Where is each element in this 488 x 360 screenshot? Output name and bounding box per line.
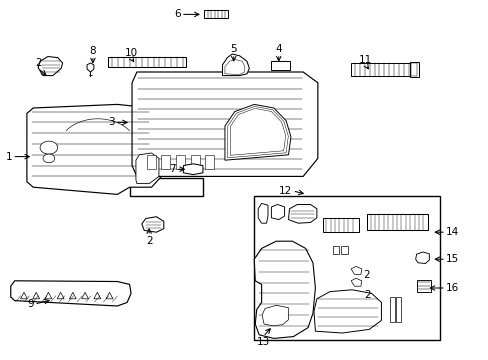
Bar bbox=[205, 155, 214, 169]
Bar bbox=[271, 61, 289, 70]
Bar bbox=[416, 280, 430, 292]
Text: 2: 2 bbox=[35, 58, 41, 68]
Text: 2: 2 bbox=[145, 236, 152, 246]
Bar bbox=[190, 155, 199, 169]
Text: 7: 7 bbox=[169, 164, 176, 174]
Polygon shape bbox=[262, 305, 288, 326]
Bar bbox=[409, 62, 418, 77]
Text: 8: 8 bbox=[89, 46, 96, 56]
Text: 12: 12 bbox=[279, 186, 292, 196]
Text: 14: 14 bbox=[445, 227, 458, 237]
Text: 10: 10 bbox=[124, 48, 137, 58]
Polygon shape bbox=[87, 63, 94, 72]
Polygon shape bbox=[20, 292, 27, 299]
Circle shape bbox=[43, 154, 55, 163]
Polygon shape bbox=[224, 104, 290, 160]
Polygon shape bbox=[271, 204, 284, 220]
Bar bbox=[322, 218, 359, 232]
Bar bbox=[176, 155, 184, 169]
Polygon shape bbox=[57, 292, 64, 299]
Text: 6: 6 bbox=[174, 9, 181, 19]
Bar bbox=[350, 63, 414, 76]
Bar bbox=[395, 297, 400, 322]
Bar bbox=[410, 63, 416, 76]
Bar bbox=[332, 246, 339, 254]
Polygon shape bbox=[94, 292, 101, 299]
Text: 15: 15 bbox=[445, 254, 458, 264]
Bar bbox=[341, 246, 347, 254]
Polygon shape bbox=[136, 153, 159, 184]
Polygon shape bbox=[27, 104, 161, 194]
Polygon shape bbox=[415, 252, 428, 264]
Bar bbox=[204, 10, 227, 18]
Polygon shape bbox=[33, 292, 40, 299]
Polygon shape bbox=[106, 292, 113, 299]
Bar bbox=[254, 196, 439, 340]
Text: 9: 9 bbox=[27, 299, 34, 309]
Text: 3: 3 bbox=[108, 117, 115, 127]
Polygon shape bbox=[313, 290, 381, 333]
Bar bbox=[366, 214, 427, 230]
Polygon shape bbox=[258, 203, 267, 223]
Bar bbox=[146, 155, 155, 169]
Polygon shape bbox=[45, 292, 52, 299]
Bar bbox=[161, 155, 170, 169]
Text: 1: 1 bbox=[5, 152, 12, 162]
Polygon shape bbox=[183, 164, 203, 175]
Polygon shape bbox=[254, 241, 315, 338]
Circle shape bbox=[40, 141, 58, 154]
Polygon shape bbox=[132, 72, 317, 176]
Text: 2: 2 bbox=[364, 290, 370, 300]
Polygon shape bbox=[69, 292, 76, 299]
Polygon shape bbox=[350, 278, 361, 286]
Polygon shape bbox=[38, 57, 62, 76]
Polygon shape bbox=[288, 204, 316, 223]
Polygon shape bbox=[11, 281, 131, 306]
Bar bbox=[129, 178, 203, 196]
Bar bbox=[107, 57, 185, 67]
Bar bbox=[389, 297, 394, 322]
Polygon shape bbox=[222, 54, 249, 76]
Text: 11: 11 bbox=[358, 55, 372, 65]
Polygon shape bbox=[142, 217, 163, 232]
Polygon shape bbox=[350, 266, 361, 274]
Polygon shape bbox=[81, 292, 88, 299]
Text: 2: 2 bbox=[363, 270, 369, 280]
Text: 4: 4 bbox=[275, 44, 282, 54]
Text: 16: 16 bbox=[445, 283, 458, 293]
Text: 5: 5 bbox=[230, 44, 237, 54]
Text: 13: 13 bbox=[256, 337, 269, 347]
